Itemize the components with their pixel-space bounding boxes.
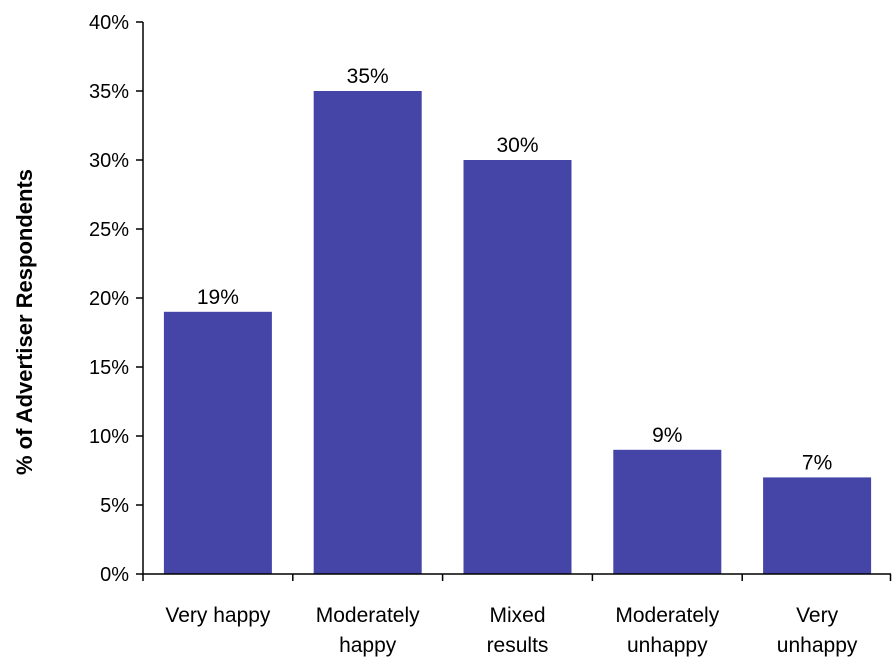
labels-layer: 19% 35% 30% 9% 7% 0% 5% 10% 15% 20% 25% 30% 35% 40% Ve… [89,12,858,657]
x-category-label-1: Moderately happy [316,604,420,657]
y-tick-label-3: 15% [89,357,129,379]
bar-4 [763,477,872,574]
bar-3 [613,449,722,574]
bar-1 [313,91,422,574]
axes-layer [136,21,892,581]
y-tick-label-2: 10% [89,426,129,448]
y-tick-label-4: 20% [89,288,129,310]
data-label-2: 30% [496,134,538,157]
bars-layer [163,91,872,574]
bar-2 [463,160,572,574]
data-label-3: 9% [652,424,682,447]
x-category-label-0: Very happy [165,604,271,627]
y-tick-label-1: 5% [100,495,129,517]
y-tick-label-0: 0% [100,564,129,586]
bar-0 [163,311,272,574]
y-tick-label-5: 25% [89,219,129,241]
data-label-0: 19% [197,286,239,309]
y-axis-title: % of Advertiser Respondents [12,169,37,475]
x-category-label-4: Very unhappy [777,604,858,657]
y-tick-label-7: 35% [89,81,129,103]
data-label-4: 7% [802,451,832,474]
y-tick-label-8: 40% [89,12,129,34]
x-category-label-3: Moderately unhappy [615,604,719,657]
y-tick-label-6: 30% [89,150,129,172]
x-category-label-2: Mixed results [487,604,549,657]
data-label-1: 35% [347,65,389,88]
